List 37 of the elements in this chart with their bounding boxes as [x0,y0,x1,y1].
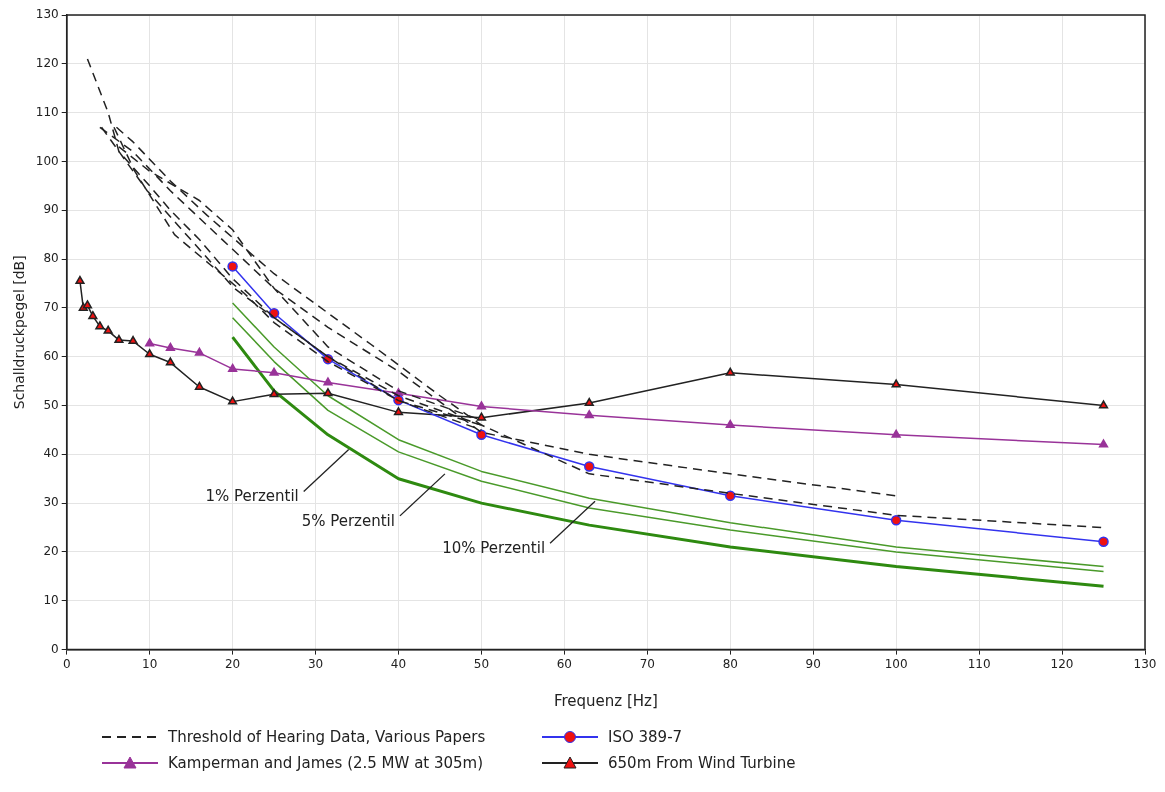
y-tick-label: 130 [35,7,59,22]
y-tick-label: 10 [43,592,59,607]
x-tick-label: 0 [62,656,71,671]
x-axis-title: Frequenz [Hz] [553,691,658,710]
y-tick-label: 110 [35,104,59,119]
annotation: 10% Perzentil [442,539,546,558]
y-tick-label: 70 [43,300,59,315]
x-tick-label: 50 [473,656,490,671]
y-tick-label: 120 [35,55,59,70]
y-tick-label: 50 [43,397,59,412]
legend-label: ISO 389-7 [608,728,683,746]
y-tick-label: 0 [51,641,59,656]
x-tick-label: 60 [556,656,573,671]
y-tick-label: 30 [43,495,59,510]
legend-label: Threshold of Hearing Data, Various Papers [168,728,486,746]
x-tick-label: 120 [1050,656,1074,671]
x-tick-label: 10 [142,656,158,671]
x-tick-label: 130 [1133,656,1157,671]
y-tick-label: 80 [43,251,59,266]
x-tick-label: 100 [884,656,908,671]
y-axis-title: Schalldruckpegel [dB] [11,255,28,410]
x-tick-label: 20 [224,656,241,671]
annotation: 1% Perzentil [205,487,299,506]
annotation: 5% Perzentil [301,511,395,530]
y-tick-label: 40 [43,446,59,461]
x-tick-label: 80 [722,656,738,671]
x-tick-label: 70 [639,656,655,671]
x-tick-label: 110 [967,656,991,671]
x-tick-label: 90 [805,656,821,671]
x-tick-label: 30 [307,656,324,671]
x-tick-label: 40 [390,656,407,671]
legend-label: 650m From Wind Turbine [608,754,796,772]
y-tick-label: 60 [43,348,59,363]
y-tick-label: 100 [35,153,59,168]
y-tick-label: 20 [43,544,59,559]
y-tick-label: 90 [43,202,59,217]
legend-label: Kamperman and James (2.5 MW at 305m) [168,754,484,772]
